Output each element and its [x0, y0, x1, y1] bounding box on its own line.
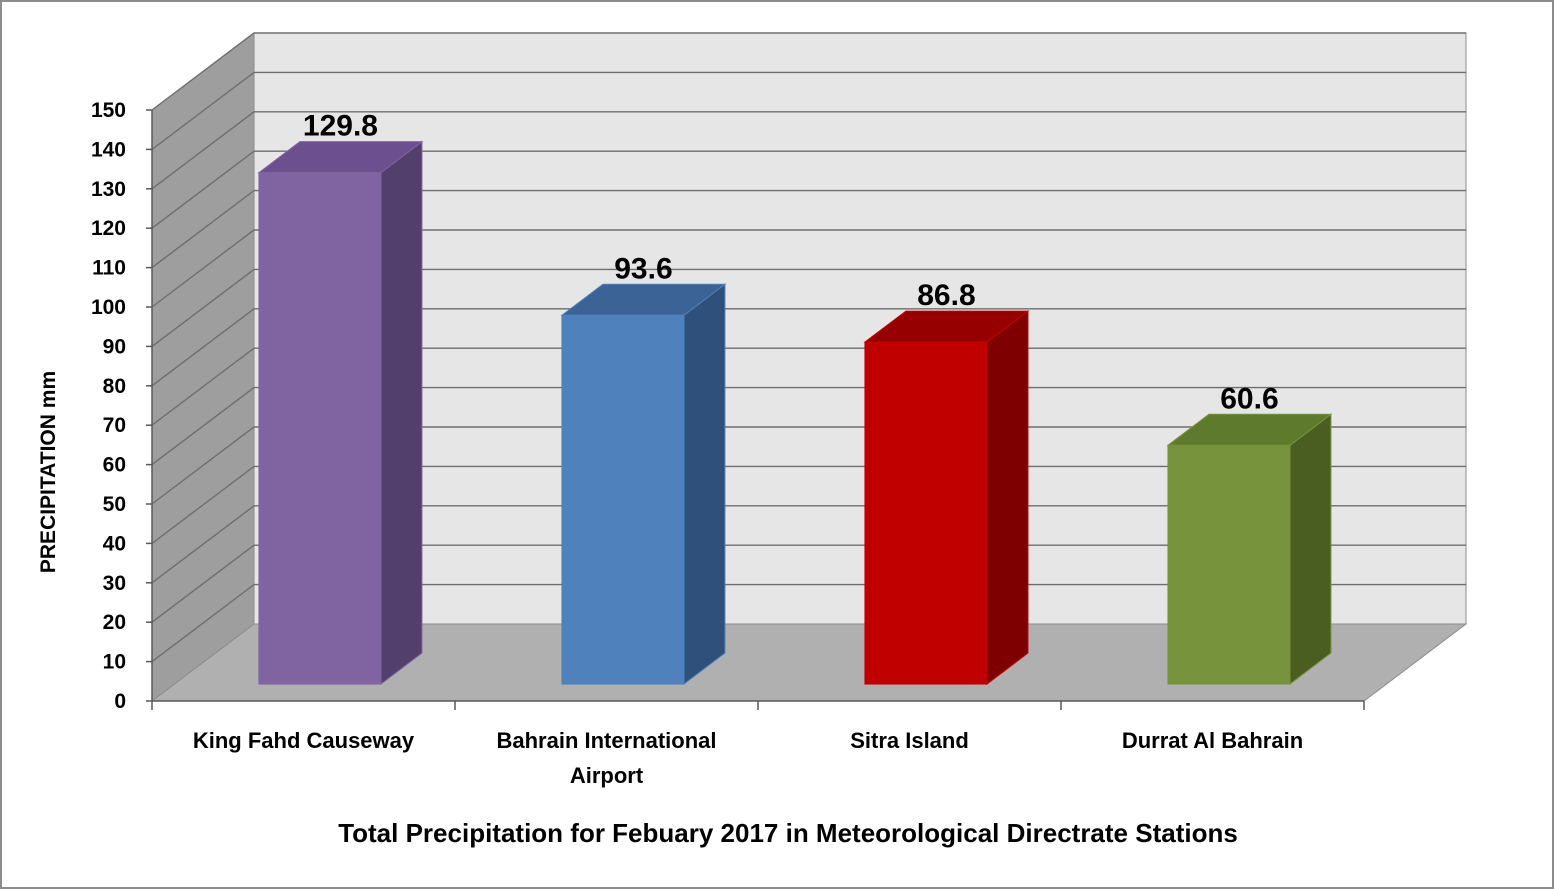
x-tick-label: Durrat Al Bahrain: [1122, 728, 1303, 753]
x-tick-label-line: Bahrain International: [496, 728, 716, 753]
bar-side: [986, 310, 1029, 686]
y-tick-label: 140: [91, 138, 126, 161]
y-tick-label: 20: [103, 611, 126, 634]
side-wall: [151, 31, 255, 703]
gridline: [151, 505, 1466, 584]
bar-4: [1166, 413, 1333, 686]
y-tick-label: 0: [114, 690, 126, 713]
x-tick-label-line: Durrat Al Bahrain: [1122, 728, 1303, 753]
x-tick-label-line: Sitra Island: [850, 728, 969, 753]
bar-3: [863, 310, 1030, 686]
axes: 0 10 20 30 40 50 60 70 80 90 100 110 120 130 140 150: [91, 99, 1365, 713]
data-label: 60.6: [1220, 382, 1278, 415]
x-tick-label: King Fahd Causeway: [193, 728, 415, 753]
gridline: [151, 111, 1466, 190]
bars: [257, 140, 1333, 686]
gridline: [151, 465, 1466, 544]
x-tick-label-line: King Fahd Causeway: [193, 728, 415, 753]
x-tick-label: Sitra Island: [850, 728, 969, 753]
y-tick-label: 10: [103, 651, 126, 674]
y-tick-label: 120: [91, 217, 126, 240]
bar-side: [683, 283, 726, 686]
bar-2: [560, 283, 727, 686]
bar-front: [258, 172, 382, 685]
gridlines: [151, 32, 1466, 663]
chart-walls: [150, 31, 1468, 703]
data-label: 86.8: [917, 279, 975, 312]
gridline: [151, 544, 1466, 623]
gridline: [151, 347, 1466, 426]
y-tick-label: 70: [103, 414, 126, 437]
bar-front: [864, 341, 988, 685]
gridline: [151, 32, 1466, 111]
y-tick-label: 50: [103, 493, 126, 516]
gridline: [151, 583, 1466, 663]
y-tick-label: 80: [103, 375, 126, 398]
y-tick-label: 110: [92, 257, 126, 280]
data-label: 93.6: [614, 252, 672, 285]
y-tick-label: 90: [103, 335, 126, 358]
gridline: [151, 229, 1466, 308]
x-axis-label: Total Precipitation for Febuary 2017 in …: [338, 818, 1238, 848]
y-axis-label: PRECIPITATION mm: [37, 371, 60, 573]
gridline: [151, 150, 1466, 229]
y-tick-label: 60: [103, 454, 126, 477]
y-tick-label: 30: [103, 572, 126, 595]
x-tick-label-line: Airport: [570, 763, 644, 788]
gridline: [151, 308, 1466, 387]
bar-1: [257, 140, 424, 686]
y-tick-label: 130: [91, 178, 126, 201]
gridline: [151, 386, 1466, 466]
bar-front: [1167, 444, 1291, 685]
gridline: [151, 268, 1466, 347]
gridline: [151, 71, 1466, 150]
bar-front: [561, 314, 685, 685]
y-tick-label: 40: [103, 532, 126, 555]
labels: 129.8 King Fahd Causeway 93.6 Bahrain Inter…: [193, 110, 1303, 788]
data-label: 129.8: [303, 110, 378, 143]
gridline: [151, 189, 1466, 269]
bar-side: [380, 140, 423, 686]
y-tick-label: 100: [91, 296, 126, 319]
gridline: [151, 426, 1466, 505]
y-tick-label: 150: [91, 99, 126, 122]
bar-side: [1289, 413, 1332, 686]
x-tick-label: Bahrain International Airport: [496, 728, 716, 788]
